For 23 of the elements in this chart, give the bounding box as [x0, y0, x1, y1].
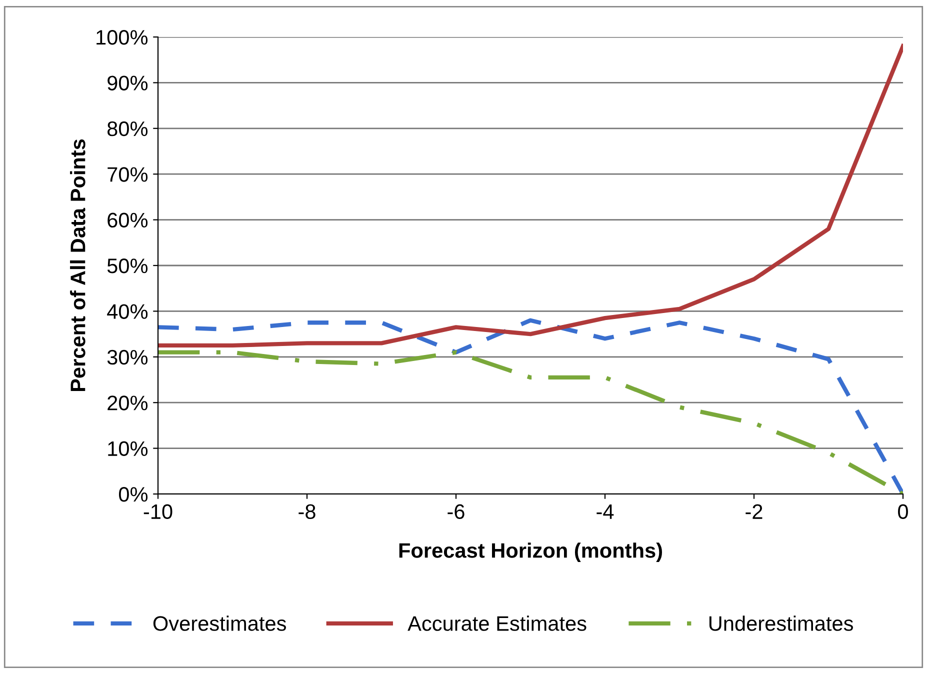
y-axis-title: Percent of All Data Points: [70, 139, 86, 392]
y-tick-label: 80%: [107, 121, 148, 136]
y-tick-label: 70%: [108, 167, 148, 182]
y-tick-label: 90%: [108, 76, 148, 90]
y-tick-label: 0%: [118, 487, 148, 502]
legend-label: Underestimates: [709, 616, 853, 631]
line-series: [158, 44, 903, 348]
y-tick-label: 60%: [108, 212, 148, 228]
y-tick-label: 10%: [108, 441, 148, 456]
x-tick-label: -2: [746, 504, 762, 519]
x-tick-label: -8: [298, 504, 316, 520]
legend-label: Accurate Estimates: [408, 616, 586, 631]
x-tick-label: -6: [448, 504, 464, 520]
x-tick-label: -10: [144, 504, 172, 520]
x-tick-label: 0: [898, 504, 908, 520]
y-tick-label: 30%: [107, 350, 148, 365]
legend-label: Overestimates: [153, 616, 286, 631]
y-tick-label: 100%: [96, 30, 148, 45]
y-tick-label: 50%: [107, 258, 148, 274]
y-tick-label: 40%: [107, 304, 148, 319]
x-tick-label: -4: [596, 504, 614, 519]
x-axis-title: Forecast Horizon (months): [399, 542, 662, 562]
y-tick-label: 20%: [108, 396, 148, 410]
